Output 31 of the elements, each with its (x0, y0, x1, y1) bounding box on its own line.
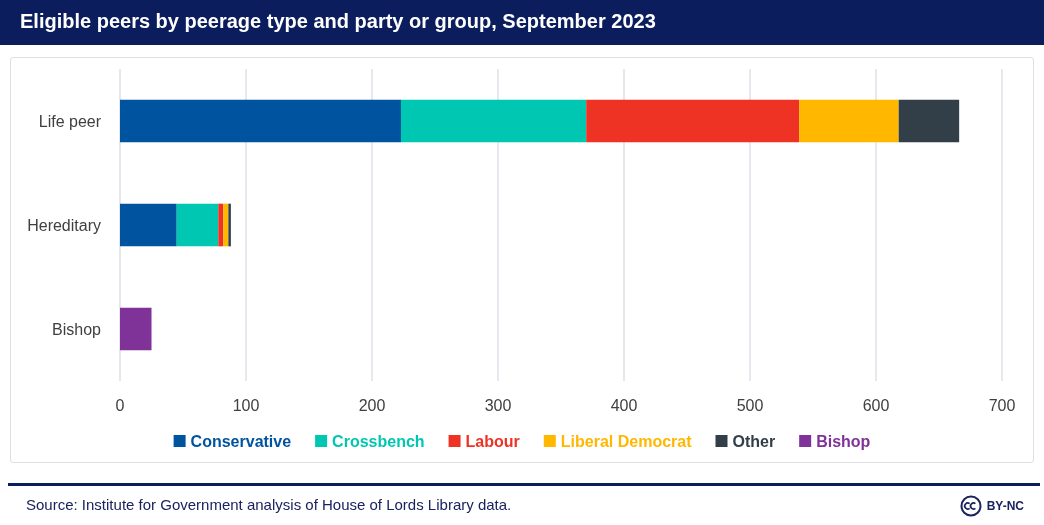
legend-label: Liberal Democrat (560, 432, 693, 450)
legend-label: Bishop (816, 432, 871, 450)
bar (400, 99, 587, 143)
legend-label: Labour (465, 432, 520, 450)
x-tick-label: 500 (736, 396, 764, 414)
y-tick-label: Life peer (38, 112, 102, 130)
bar (898, 99, 960, 143)
x-tick-label: 300 (484, 396, 512, 414)
x-tick-label: 100 (232, 396, 260, 414)
bar (120, 203, 177, 247)
y-tick-label: Hereditary (27, 216, 101, 234)
bar (120, 307, 152, 351)
bar (218, 203, 224, 247)
x-tick-label: 400 (610, 396, 638, 414)
source-note: Source: Institute for Government analysis of House of Lords Library data. (26, 496, 512, 513)
bar (799, 99, 899, 143)
x-tick-label: 200 (358, 396, 386, 414)
bar (223, 203, 229, 247)
y-tick-label: Bishop (52, 320, 102, 338)
bar (586, 99, 800, 143)
x-tick-label: 600 (862, 396, 890, 414)
x-tick-label: 700 (988, 396, 1016, 414)
chart-title: Eligible peers by peerage type and party or group, September 2023 (20, 10, 656, 33)
legend-label: Other (732, 432, 776, 450)
bar (176, 203, 219, 247)
legend-label: Crossbench (332, 432, 425, 450)
legend-label: Conservative (190, 432, 292, 450)
x-tick-label: 0 (115, 396, 125, 414)
bar (228, 203, 231, 247)
bar (120, 99, 401, 143)
text: BY-NC (986, 499, 1024, 513)
